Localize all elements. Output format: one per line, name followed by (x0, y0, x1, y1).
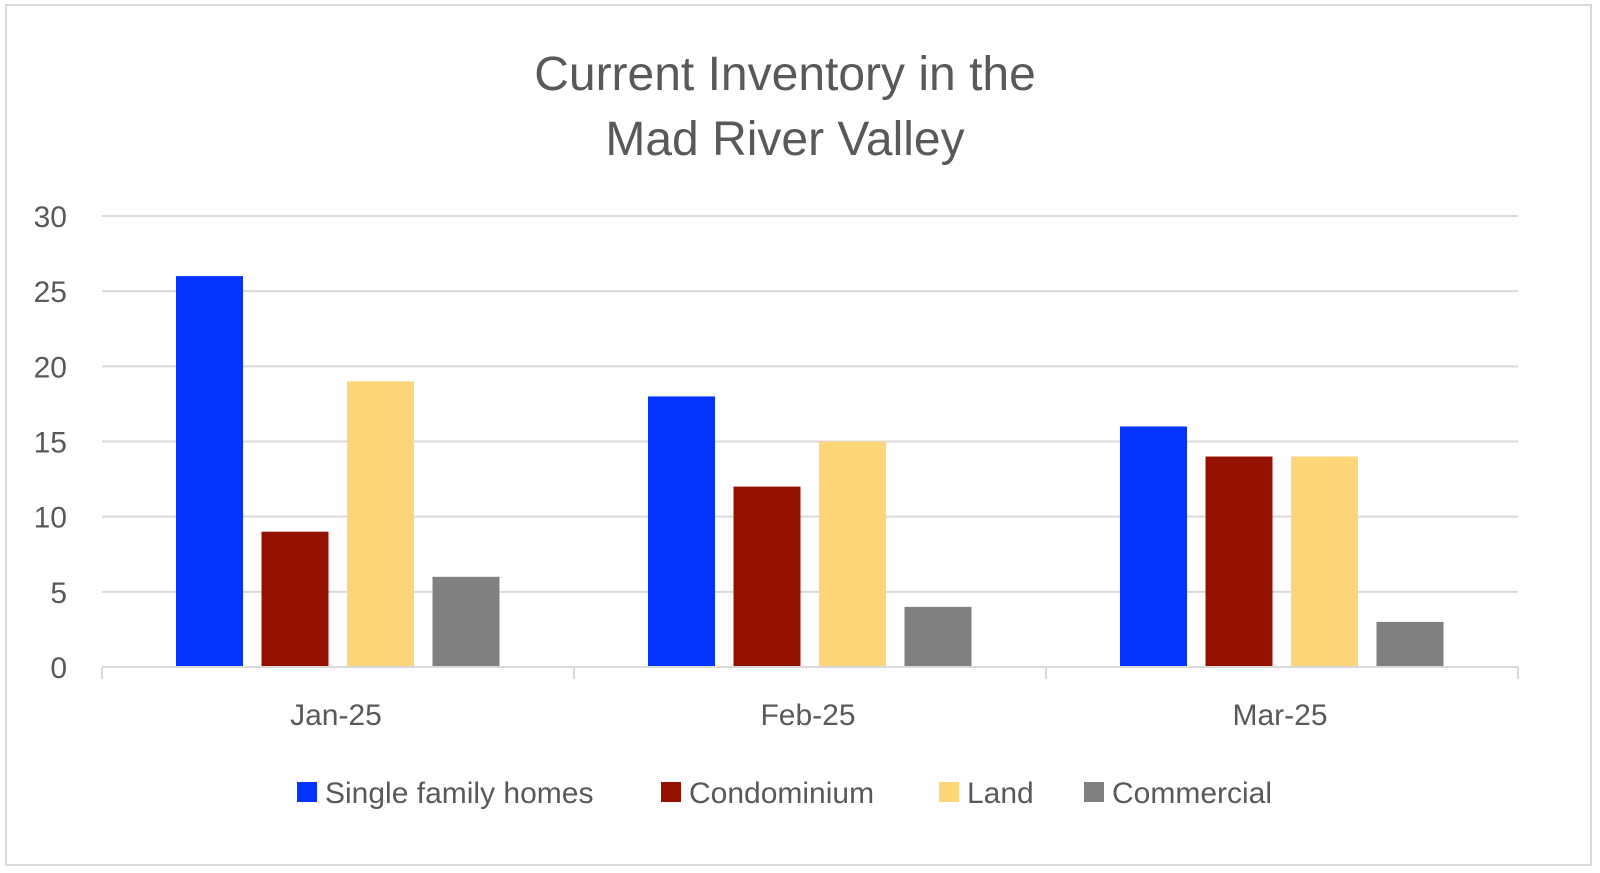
bar-land-feb-25 (819, 441, 886, 667)
x-tick-label: Jan-25 (290, 699, 382, 732)
y-tick-label: 30 (34, 201, 67, 234)
legend-label: Commercial (1112, 777, 1272, 810)
bar-condominium-mar-25 (1205, 456, 1273, 667)
chart-title-line-2: Mad River Valley (605, 113, 964, 166)
x-tick-label: Mar-25 (1232, 699, 1327, 732)
bar-commercial-feb-25 (904, 606, 972, 667)
chart-frame: Current Inventory in the Mad River Valle… (5, 4, 1592, 866)
bar-condominium-feb-25 (733, 486, 801, 667)
x-axis-tick-labels: Jan-25 Feb-25 Mar-25 (290, 699, 1327, 732)
legend-label: Condominium (689, 777, 874, 810)
legend-swatch (297, 782, 317, 802)
y-axis-tick-labels: 0 5 10 15 20 25 30 (34, 201, 67, 685)
bars (176, 276, 1444, 667)
x-axis (101, 666, 1519, 679)
bar-land-mar-25 (1291, 456, 1358, 667)
y-tick-label: 15 (34, 427, 67, 460)
y-tick-label: 20 (34, 351, 67, 384)
legend: Single family homes Condominium Land Commer… (297, 777, 1272, 810)
legend-label: Single family homes (325, 777, 593, 810)
chart-title-line-1: Current Inventory in the (534, 48, 1036, 101)
legend-item: Single family homes (297, 777, 593, 810)
bar-commercial-jan-25 (432, 576, 500, 667)
bar-condominium-jan-25 (261, 531, 329, 667)
chart-svg: Current Inventory in the Mad River Valle… (34, 48, 1519, 810)
legend-swatch (661, 782, 681, 802)
legend-label: Land (967, 777, 1034, 810)
bar-single-family-homes-feb-25 (648, 396, 715, 667)
legend-swatch (1084, 782, 1104, 802)
y-tick-label: 5 (50, 577, 67, 610)
legend-swatch (939, 782, 959, 802)
gridlines (102, 215, 1518, 593)
bar-land-jan-25 (347, 381, 414, 667)
y-tick-label: 25 (34, 276, 67, 309)
bar-commercial-mar-25 (1376, 621, 1444, 667)
legend-item: Land (939, 777, 1034, 810)
legend-item: Condominium (661, 777, 874, 810)
bar-single-family-homes-jan-25 (176, 276, 243, 667)
bar-single-family-homes-mar-25 (1120, 426, 1187, 667)
y-tick-label: 0 (50, 652, 67, 685)
legend-item: Commercial (1084, 777, 1272, 810)
x-tick-label: Feb-25 (760, 699, 855, 732)
y-tick-label: 10 (34, 502, 67, 535)
